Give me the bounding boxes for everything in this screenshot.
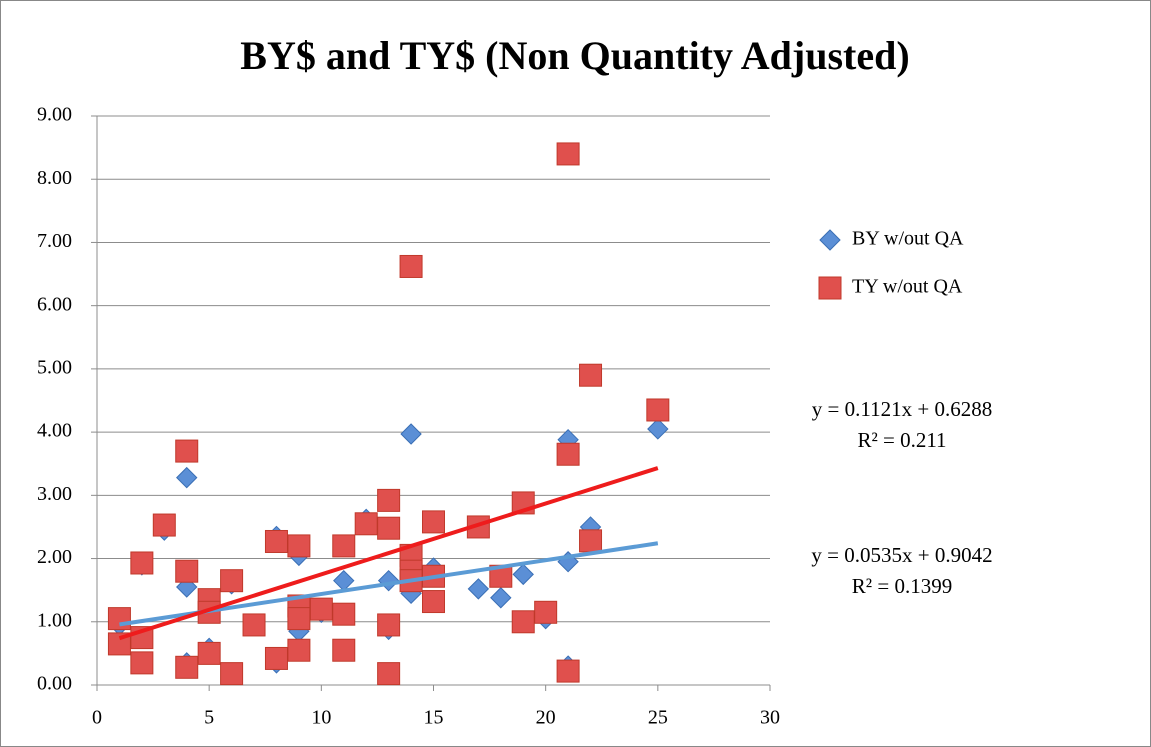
point (646, 398, 670, 422)
x-tick-label: 15 (424, 707, 444, 729)
trendline-r-squared: R² = 0.1399 (852, 574, 952, 598)
point (377, 488, 401, 512)
point (556, 442, 580, 466)
point (490, 587, 512, 609)
point (264, 529, 288, 553)
y-tick-label: 9.00 (37, 104, 72, 126)
x-tick-label: 20 (536, 707, 556, 729)
point (399, 254, 423, 278)
trendline-equation: y = 0.0535x + 0.9042 (811, 543, 992, 567)
point (332, 602, 356, 626)
point (512, 563, 534, 586)
point (220, 662, 244, 686)
point (176, 466, 198, 489)
point (220, 569, 244, 593)
x-tick-label: 10 (311, 707, 331, 729)
point (534, 600, 558, 624)
y-tick-label: 7.00 (37, 230, 72, 252)
x-tick-label: 0 (92, 707, 102, 729)
point (377, 516, 401, 540)
x-tick-label: 30 (760, 707, 780, 729)
y-tick-label: 1.00 (37, 609, 72, 631)
point (377, 613, 401, 637)
point (175, 559, 199, 583)
point (287, 534, 311, 558)
point (579, 529, 603, 553)
point (107, 607, 131, 631)
x-tick-label: 25 (648, 707, 668, 729)
y-tick-label: 5.00 (37, 356, 72, 378)
trendline-equation: y = 0.1121x + 0.6288 (812, 397, 992, 421)
point (264, 646, 288, 670)
point (400, 423, 422, 445)
point (579, 363, 603, 387)
y-tick-label: 8.00 (37, 167, 72, 189)
point (556, 659, 580, 683)
point (354, 512, 378, 536)
point (556, 142, 580, 166)
point (332, 638, 356, 662)
point (175, 439, 199, 463)
chart-title: BY$ and TY$ (Non Quantity Adjusted) (240, 33, 909, 78)
point (287, 607, 311, 631)
legend-label: BY w/out QA (852, 228, 964, 250)
point (175, 655, 199, 679)
y-tick-label: 0.00 (37, 673, 72, 695)
y-tick-label: 6.00 (37, 293, 72, 315)
point (332, 534, 356, 558)
point (377, 662, 401, 686)
point (242, 613, 266, 637)
point (647, 418, 669, 440)
point (511, 610, 535, 634)
point (287, 638, 311, 662)
trendline (118, 466, 659, 641)
y-tick-label: 4.00 (37, 420, 72, 442)
point (309, 597, 333, 621)
point (467, 578, 490, 600)
point (422, 510, 445, 534)
point (422, 590, 445, 614)
legend-marker (818, 276, 842, 300)
trendline-r-squared: R² = 0.211 (857, 428, 946, 452)
point (152, 513, 176, 537)
point (130, 651, 154, 675)
y-tick-label: 2.00 (37, 546, 72, 568)
point (130, 551, 154, 575)
y-tick-label: 3.00 (37, 483, 72, 505)
legend-marker (819, 229, 841, 251)
point (197, 641, 221, 665)
legend-label: TY w/out QA (852, 276, 963, 298)
x-tick-label: 5 (204, 707, 214, 729)
